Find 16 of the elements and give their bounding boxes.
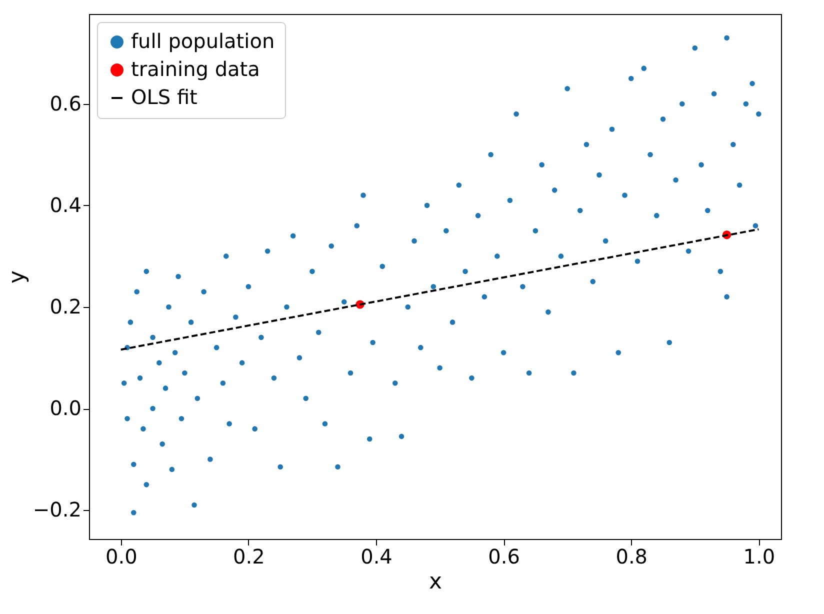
x-tick-label: 0.6	[488, 544, 520, 568]
x-tick-label: 0.2	[233, 544, 265, 568]
x-tick-label: 0.8	[616, 544, 648, 568]
y-tick-label: 0.6	[50, 91, 82, 116]
x-tick-label: 1.0	[743, 544, 776, 568]
y-tick-label: −0.2	[32, 498, 82, 522]
legend-label: OLS fit	[131, 85, 198, 109]
legend-label: training data	[131, 57, 260, 81]
y-tick-label: 0.2	[50, 294, 82, 318]
x-tick-label: 0.4	[360, 544, 392, 568]
x-tick-label: 0.0	[105, 544, 138, 568]
y-axis-title: y	[4, 270, 30, 284]
y-tick-label: 0.4	[50, 192, 82, 217]
legend-label: full population	[131, 29, 275, 53]
x-axis-title: x	[428, 570, 442, 594]
y-tick-label: 0.0	[50, 396, 82, 420]
